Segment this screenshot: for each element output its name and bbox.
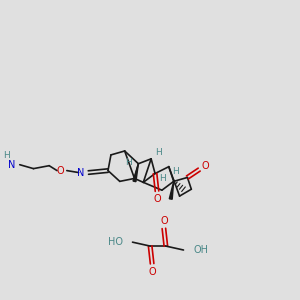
Text: H: H [160, 174, 166, 183]
Text: H: H [156, 148, 162, 158]
Text: HO: HO [108, 237, 123, 247]
Text: H: H [172, 167, 179, 176]
Text: O: O [56, 166, 64, 176]
Text: O: O [153, 194, 161, 204]
Text: O: O [160, 216, 168, 226]
Text: H: H [125, 158, 132, 167]
Text: O: O [201, 161, 209, 171]
Text: N: N [77, 167, 84, 178]
Text: O: O [148, 267, 156, 277]
Text: H: H [3, 152, 9, 160]
Polygon shape [133, 164, 138, 182]
Polygon shape [169, 182, 174, 199]
Text: OH: OH [193, 245, 208, 255]
Text: N: N [8, 160, 16, 170]
